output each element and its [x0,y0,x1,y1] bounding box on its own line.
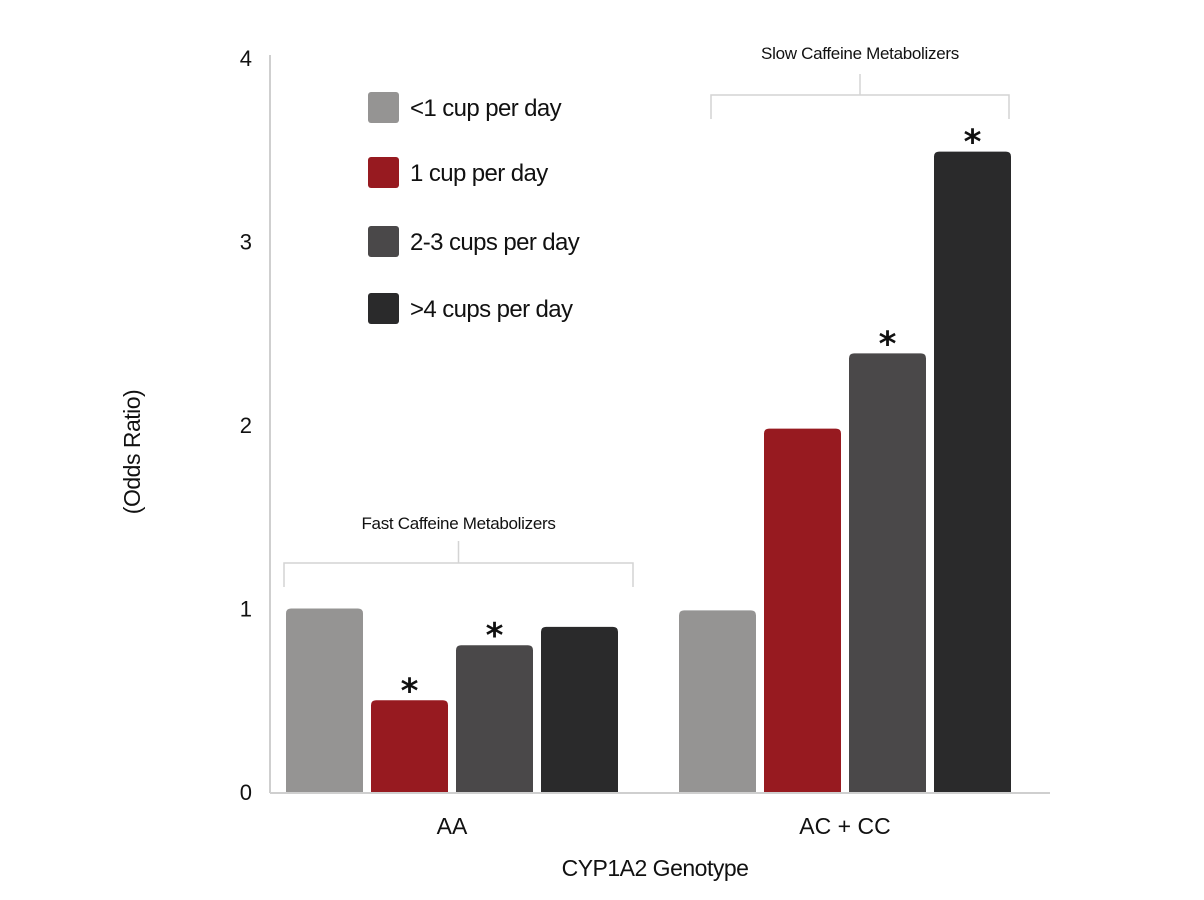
significance-star: * [486,616,504,656]
group-brackets: Fast Caffeine Metabolizers Slow Caffeine … [283,44,1010,587]
y-tick-label: 1 [240,597,252,622]
significance-star: * [401,671,419,711]
legend-label: <1 cup per day [410,95,562,122]
significance-star: * [964,123,982,163]
category-label: AA [437,813,468,839]
legend-swatch [368,157,399,188]
legend-swatch [368,293,399,324]
bar [934,151,1011,792]
bars [286,151,1011,792]
y-tick-label: 4 [240,46,252,71]
legend-label: >4 cups per day [410,296,573,323]
category-label: AC + CC [799,813,890,839]
bar [286,608,363,792]
y-tick-label: 3 [240,230,252,255]
bar [371,700,448,792]
y-tick-label: 2 [240,413,252,438]
category-labels: AA AC + CC [437,813,891,839]
legend: <1 cup per day 1 cup per day 2-3 cups per … [368,92,580,324]
y-axis-title: (Odds Ratio) [119,390,145,514]
significance-star: * [879,324,897,364]
bar [764,428,841,792]
legend-swatch [368,92,399,123]
y-tick-labels: 0 1 2 3 4 [240,46,252,805]
bar [456,645,533,792]
bar [541,626,618,792]
bar [849,353,926,792]
group-bracket [710,94,1010,119]
significance-markers: * * * * [401,123,982,712]
group-label: Fast Caffeine Metabolizers [361,514,555,533]
x-axis-title: CYP1A2 Genotype [562,855,749,881]
legend-label: 2-3 cups per day [410,229,580,256]
y-tick-label: 0 [240,780,252,805]
legend-swatch [368,226,399,257]
legend-label: 1 cup per day [410,160,548,187]
group-label: Slow Caffeine Metabolizers [761,44,959,63]
bar [679,610,756,792]
group-bracket [283,562,634,587]
axes [269,55,1050,794]
